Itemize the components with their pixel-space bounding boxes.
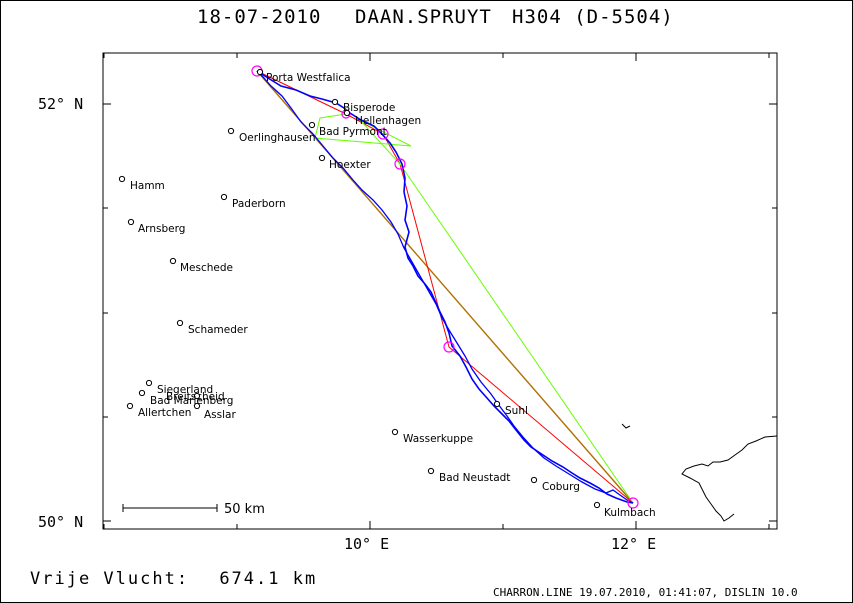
scale-bar xyxy=(122,504,218,512)
place-marker-siegerland xyxy=(145,379,153,387)
place-marker-asslar xyxy=(193,402,201,410)
place-label-wasserkuppe: Wasserkuppe xyxy=(403,433,473,445)
place-marker-bad-pyrmont xyxy=(308,121,316,129)
place-marker-kulmbach xyxy=(593,501,601,509)
place-label-schameder: Schameder xyxy=(188,324,248,336)
place-label-bad-pyrmont: Bad Pyrmont xyxy=(319,126,387,138)
lon-label-10: 10° E xyxy=(344,535,390,553)
place-label-hamm: Hamm xyxy=(130,180,165,192)
credit-line: CHARRON.LINE 19.07.2010, 01:41:07, DISLI… xyxy=(493,586,798,599)
flight-date: 18-07-2010 xyxy=(197,6,322,28)
place-marker-suhl xyxy=(493,400,501,408)
lat-label-50: 50° N xyxy=(38,513,84,531)
place-marker-breitscheid xyxy=(138,389,146,397)
turnpoint-2 xyxy=(341,109,351,119)
place-marker-oerlinghausen xyxy=(227,127,235,135)
place-marker-meschede xyxy=(169,257,177,265)
place-marker-hamm xyxy=(118,175,126,183)
place-label-hoexter: Hoexter xyxy=(329,159,371,171)
place-marker-bisperode xyxy=(331,98,339,106)
place-label-allertchen: Allertchen xyxy=(138,407,191,419)
place-label-kulmbach: Kulmbach xyxy=(604,507,656,519)
leg-red xyxy=(256,70,634,504)
place-label-coburg: Coburg xyxy=(542,481,580,493)
place-marker-porta-westfalica xyxy=(256,68,264,76)
axis-ticks xyxy=(103,53,777,529)
place-label-asslar: Asslar xyxy=(204,409,236,421)
place-label-meschede: Meschede xyxy=(180,262,233,274)
place-label-arnsberg: Arnsberg xyxy=(138,223,185,235)
distance-label: Vrije Vlucht: xyxy=(30,569,190,589)
turnpoint-3 xyxy=(377,128,389,140)
place-label-oerlinghausen: Oerlinghausen xyxy=(239,132,316,144)
place-marker-hoexter xyxy=(318,154,326,162)
turnpoints xyxy=(251,65,639,509)
place-marker-arnsberg xyxy=(127,218,135,226)
place-marker-bad-marienberg xyxy=(193,392,201,400)
scale-bar-label: 50 km xyxy=(224,502,265,517)
place-label-bad-neustadt: Bad Neustadt xyxy=(439,472,510,484)
lat-label-52: 52° N xyxy=(38,95,84,113)
place-marker-allertchen xyxy=(126,402,134,410)
place-label-suhl: Suhl xyxy=(505,405,528,417)
places: Porta WestfalicaBisperodeHellenhagenBad … xyxy=(118,68,656,519)
place-label-hellenhagen: Hellenhagen xyxy=(355,115,421,127)
lon-label-12: 12° E xyxy=(611,535,657,553)
place-label-porta-westfalica: Porta Westfalica xyxy=(266,72,351,84)
place-marker-coburg xyxy=(530,476,538,484)
place-label-bad-marienberg: Bad Marienberg xyxy=(150,395,233,407)
place-marker-paderborn xyxy=(220,193,228,201)
distance-value: 674.1 km xyxy=(219,569,318,589)
place-marker-wasserkuppe xyxy=(391,428,399,436)
place-marker-bad-neustadt xyxy=(427,467,435,475)
place-marker-hellenhagen xyxy=(343,109,351,117)
turnpoint-4 xyxy=(394,158,406,170)
turnpoint-5 xyxy=(443,341,455,353)
place-label-paderborn: Paderborn xyxy=(232,198,286,210)
turnpoint-finish xyxy=(627,497,639,509)
plot-border xyxy=(102,52,778,530)
place-label-siegerland: Siegerland xyxy=(157,384,213,396)
leg-green xyxy=(314,113,634,504)
place-marker-schameder xyxy=(176,319,184,327)
country-border xyxy=(621,423,778,522)
pilot-name: DAAN.SPRUYT xyxy=(355,6,492,28)
gps-track-2 xyxy=(256,70,634,504)
glider-id: H304 (D-5504) xyxy=(512,6,674,28)
place-label-bisperode: Bisperode xyxy=(343,102,395,114)
distance-readout: Vrije Vlucht: 674.1 km xyxy=(30,569,317,589)
